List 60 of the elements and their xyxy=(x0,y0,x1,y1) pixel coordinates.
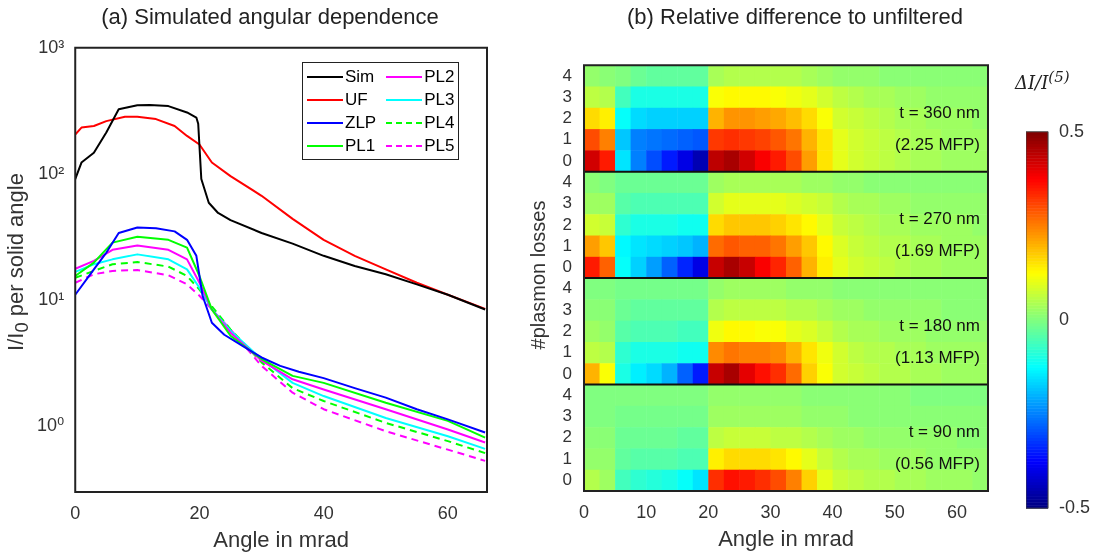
annotation: (1.13 MFP) xyxy=(894,347,980,367)
y-tick-label: 4 xyxy=(562,65,572,85)
y-tick-label: 10² xyxy=(38,162,65,183)
annotation: (0.56 MFP) xyxy=(894,454,980,474)
annotation: t = 270 nm xyxy=(899,209,980,229)
x-tick-label: 10 xyxy=(636,501,657,522)
y-tick-label: 0 xyxy=(562,470,572,490)
x-tick-label: 60 xyxy=(946,501,967,522)
legend-label: ZLP xyxy=(345,112,377,134)
y-tick-label: 2 xyxy=(562,108,572,128)
y-tick-label: 3 xyxy=(562,193,572,213)
color-bar-label: 0.5 xyxy=(1059,120,1085,141)
x-tick-label: 40 xyxy=(822,501,843,522)
y-tick-label: 0 xyxy=(562,363,572,383)
x-axis-title: Angle in mrad xyxy=(213,526,349,552)
y-tick-label: 0 xyxy=(562,150,572,170)
y-tick-label: 3 xyxy=(562,86,572,106)
y-tick-label: 3 xyxy=(562,406,572,426)
y-tick-label: 4 xyxy=(562,278,572,298)
y-tick-label: 1 xyxy=(562,235,572,255)
y-axis-title: #plasmon losses xyxy=(526,200,550,350)
annotation: (1.69 MFP) xyxy=(894,241,980,261)
legend-label: PL5 xyxy=(424,135,455,157)
y-tick-label: 2 xyxy=(562,321,572,341)
y-tick-label: 2 xyxy=(562,427,572,447)
y-tick-label: 3 xyxy=(562,299,572,319)
annotation: (2.25 MFP) xyxy=(894,134,980,154)
x-tick-label: 0 xyxy=(578,501,590,522)
color-bar-label: -0.5 xyxy=(1059,497,1091,518)
y-tick-label: 4 xyxy=(562,384,572,404)
x-tick-label: 50 xyxy=(884,501,905,522)
legend-label: Sim xyxy=(345,66,375,88)
legend-label: PL3 xyxy=(424,89,455,111)
annotation: t = 180 nm xyxy=(899,315,980,335)
y-tick-label: 1 xyxy=(562,129,572,149)
legend-label: PL2 xyxy=(424,66,455,88)
legend-label: PL1 xyxy=(345,135,376,157)
x-tick-label: 20 xyxy=(698,501,719,522)
x-tick-label: 30 xyxy=(760,501,781,522)
y-tick-label: 1 xyxy=(562,448,572,468)
y-tick-label: 0 xyxy=(562,257,572,277)
y-tick-label: 1 xyxy=(562,342,572,362)
x-tick-label: 0 xyxy=(70,502,81,523)
y-tick-label: 10³ xyxy=(38,36,65,57)
legend-label: UF xyxy=(345,89,368,111)
y-tick-label: 4 xyxy=(562,171,572,191)
annotation: t = 360 nm xyxy=(899,102,980,122)
color-bar-title: ΔI/I$^{(5)}$ xyxy=(1015,68,1070,93)
x-tick-label: 40 xyxy=(313,502,334,523)
legend-label: PL4 xyxy=(424,112,455,134)
x-tick-label: 20 xyxy=(189,502,210,523)
y-tick-label: 10⁰ xyxy=(36,415,65,436)
chart-title: (a) Simulated angular dependence xyxy=(100,4,440,30)
chart-title: (b) Relative difference to unfiltered xyxy=(626,4,964,30)
x-axis-title: Angle in mrad xyxy=(718,525,854,551)
y-tick-label: 2 xyxy=(562,214,572,234)
color-bar-label: 0 xyxy=(1059,308,1070,329)
y-tick-label: 10¹ xyxy=(38,288,65,309)
annotation: t = 90 nm xyxy=(908,422,980,442)
x-tick-label: 60 xyxy=(437,502,458,523)
